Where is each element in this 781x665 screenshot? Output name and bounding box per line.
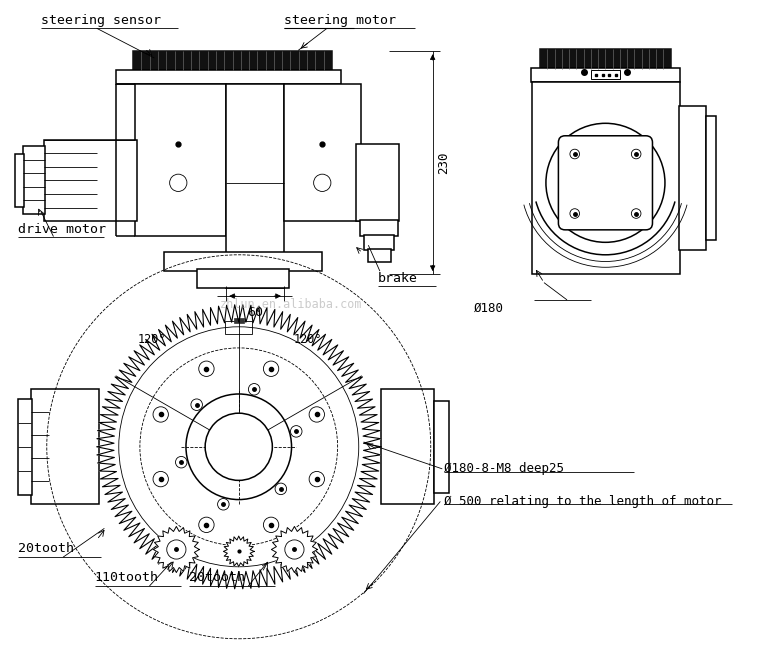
Bar (679, 106, 706, 250)
Polygon shape (223, 536, 254, 567)
Circle shape (314, 174, 331, 192)
Bar (18, 399, 32, 495)
Text: 120°: 120° (294, 332, 322, 346)
Circle shape (263, 361, 279, 376)
Bar (134, 51, 332, 70)
Bar (23, 146, 45, 213)
Circle shape (198, 361, 214, 376)
Bar (540, 49, 671, 68)
Bar (369, 249, 391, 263)
Text: 230: 230 (437, 152, 451, 174)
Text: zhlun.en.alibaba.com: zhlun.en.alibaba.com (220, 298, 363, 311)
Circle shape (153, 471, 169, 487)
Circle shape (153, 407, 169, 422)
Text: 20tooth: 20tooth (18, 542, 74, 555)
Bar (234, 318, 244, 323)
Circle shape (248, 384, 260, 395)
Text: steering sensor: steering sensor (41, 15, 161, 27)
Text: brake: brake (378, 271, 418, 285)
Polygon shape (97, 305, 381, 589)
Bar (356, 144, 399, 221)
Circle shape (167, 540, 186, 559)
Bar (135, 84, 226, 235)
Polygon shape (153, 527, 199, 573)
Bar (706, 116, 716, 241)
Circle shape (191, 399, 202, 410)
Bar (381, 389, 433, 504)
Bar (226, 84, 284, 289)
Circle shape (186, 394, 291, 499)
Circle shape (205, 413, 273, 480)
Text: Ø180-8-M8 deep25: Ø180-8-M8 deep25 (444, 462, 564, 475)
Text: Ø180: Ø180 (474, 302, 504, 315)
FancyBboxPatch shape (558, 136, 652, 230)
Circle shape (169, 174, 187, 192)
Bar (433, 401, 449, 493)
Bar (116, 70, 341, 84)
Bar (164, 252, 323, 271)
Text: 60: 60 (247, 306, 263, 319)
Text: steering motor: steering motor (284, 15, 396, 27)
Circle shape (218, 499, 229, 510)
Text: 20tooth: 20tooth (189, 571, 244, 584)
Circle shape (263, 517, 279, 533)
Bar (530, 68, 680, 82)
Polygon shape (271, 527, 317, 573)
Circle shape (631, 209, 641, 218)
Bar (532, 82, 680, 274)
Circle shape (631, 149, 641, 159)
Bar (363, 235, 394, 250)
Text: drive motor: drive motor (18, 223, 106, 235)
Text: 110tooth: 110tooth (95, 571, 159, 584)
Bar (284, 84, 361, 221)
Bar (198, 269, 289, 289)
Circle shape (309, 407, 324, 422)
Bar (225, 321, 252, 334)
Circle shape (291, 426, 302, 437)
Bar (44, 140, 137, 221)
Circle shape (309, 471, 324, 487)
Bar (360, 220, 398, 235)
Circle shape (198, 517, 214, 533)
Text: Ø 500 relating to the length of motor: Ø 500 relating to the length of motor (444, 495, 722, 508)
Circle shape (275, 483, 287, 495)
Circle shape (176, 456, 187, 468)
Circle shape (570, 209, 580, 218)
Bar (591, 70, 620, 79)
Circle shape (285, 540, 304, 559)
Circle shape (570, 149, 580, 159)
Circle shape (546, 123, 665, 242)
Bar (15, 154, 23, 207)
Bar (31, 389, 98, 504)
Text: 120°: 120° (138, 332, 166, 346)
